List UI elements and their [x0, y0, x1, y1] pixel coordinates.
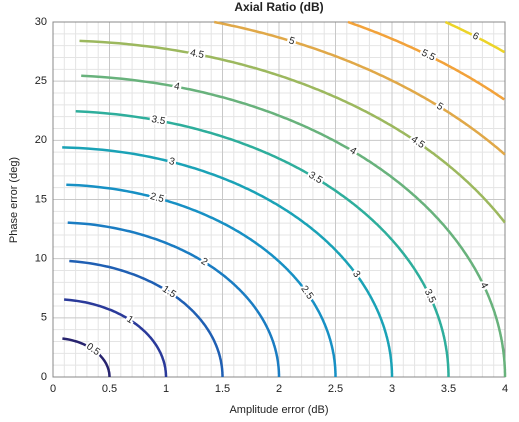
x-tick-label: 4: [502, 383, 508, 395]
contour-label: 6: [470, 30, 480, 43]
y-tick-label: 15: [35, 193, 47, 205]
x-tick-label: 2: [276, 383, 282, 395]
y-tick-label: 10: [35, 253, 47, 265]
contour-line: [81, 74, 507, 377]
y-tick-label: 0: [41, 371, 47, 383]
chart-title: Axial Ratio (dB): [234, 0, 323, 14]
contour-label: 3.5: [422, 288, 438, 306]
x-tick-label: 0.5: [102, 383, 117, 395]
contour-label: 4.5: [409, 134, 427, 151]
contour-label: 5: [434, 101, 445, 114]
x-tick-label: 3.5: [441, 383, 456, 395]
contour-line: [67, 221, 281, 377]
y-tick-label: 5: [41, 312, 47, 324]
x-tick-label: 0: [50, 383, 56, 395]
contour-label: 3.5: [150, 114, 166, 127]
y-axis-label: Phase error (deg): [8, 157, 20, 243]
contour-line: [79, 39, 506, 224]
x-tick-label: 1.5: [215, 383, 230, 395]
x-tick-label: 1: [163, 383, 169, 395]
contour-line: [62, 337, 111, 377]
contour-label: 1.5: [160, 284, 178, 301]
contour-label: 3.5: [307, 170, 325, 187]
contour-line: [75, 110, 450, 377]
contour-line: [213, 20, 506, 156]
contour-line: [444, 20, 506, 54]
y-tick-label: 25: [35, 75, 47, 87]
x-axis-label: Amplitude error (dB): [229, 404, 328, 416]
contour-label: 5.5: [420, 48, 438, 64]
contour-label: 4: [173, 81, 181, 93]
contour-label: 1: [124, 314, 135, 326]
contour-line: [63, 298, 168, 377]
x-tick-label: 2.5: [328, 383, 343, 395]
contour-line: [66, 183, 337, 377]
contour-label: 4.5: [189, 48, 205, 62]
y-tick-label: 30: [35, 16, 47, 28]
contour-line: [347, 20, 505, 101]
contour-line: [69, 259, 224, 377]
contour-line: [62, 146, 394, 377]
x-tick-label: 3: [389, 383, 395, 395]
y-tick-label: 20: [35, 134, 47, 146]
contour-label: 4: [348, 145, 359, 158]
contour-label: 2.5: [149, 191, 166, 205]
